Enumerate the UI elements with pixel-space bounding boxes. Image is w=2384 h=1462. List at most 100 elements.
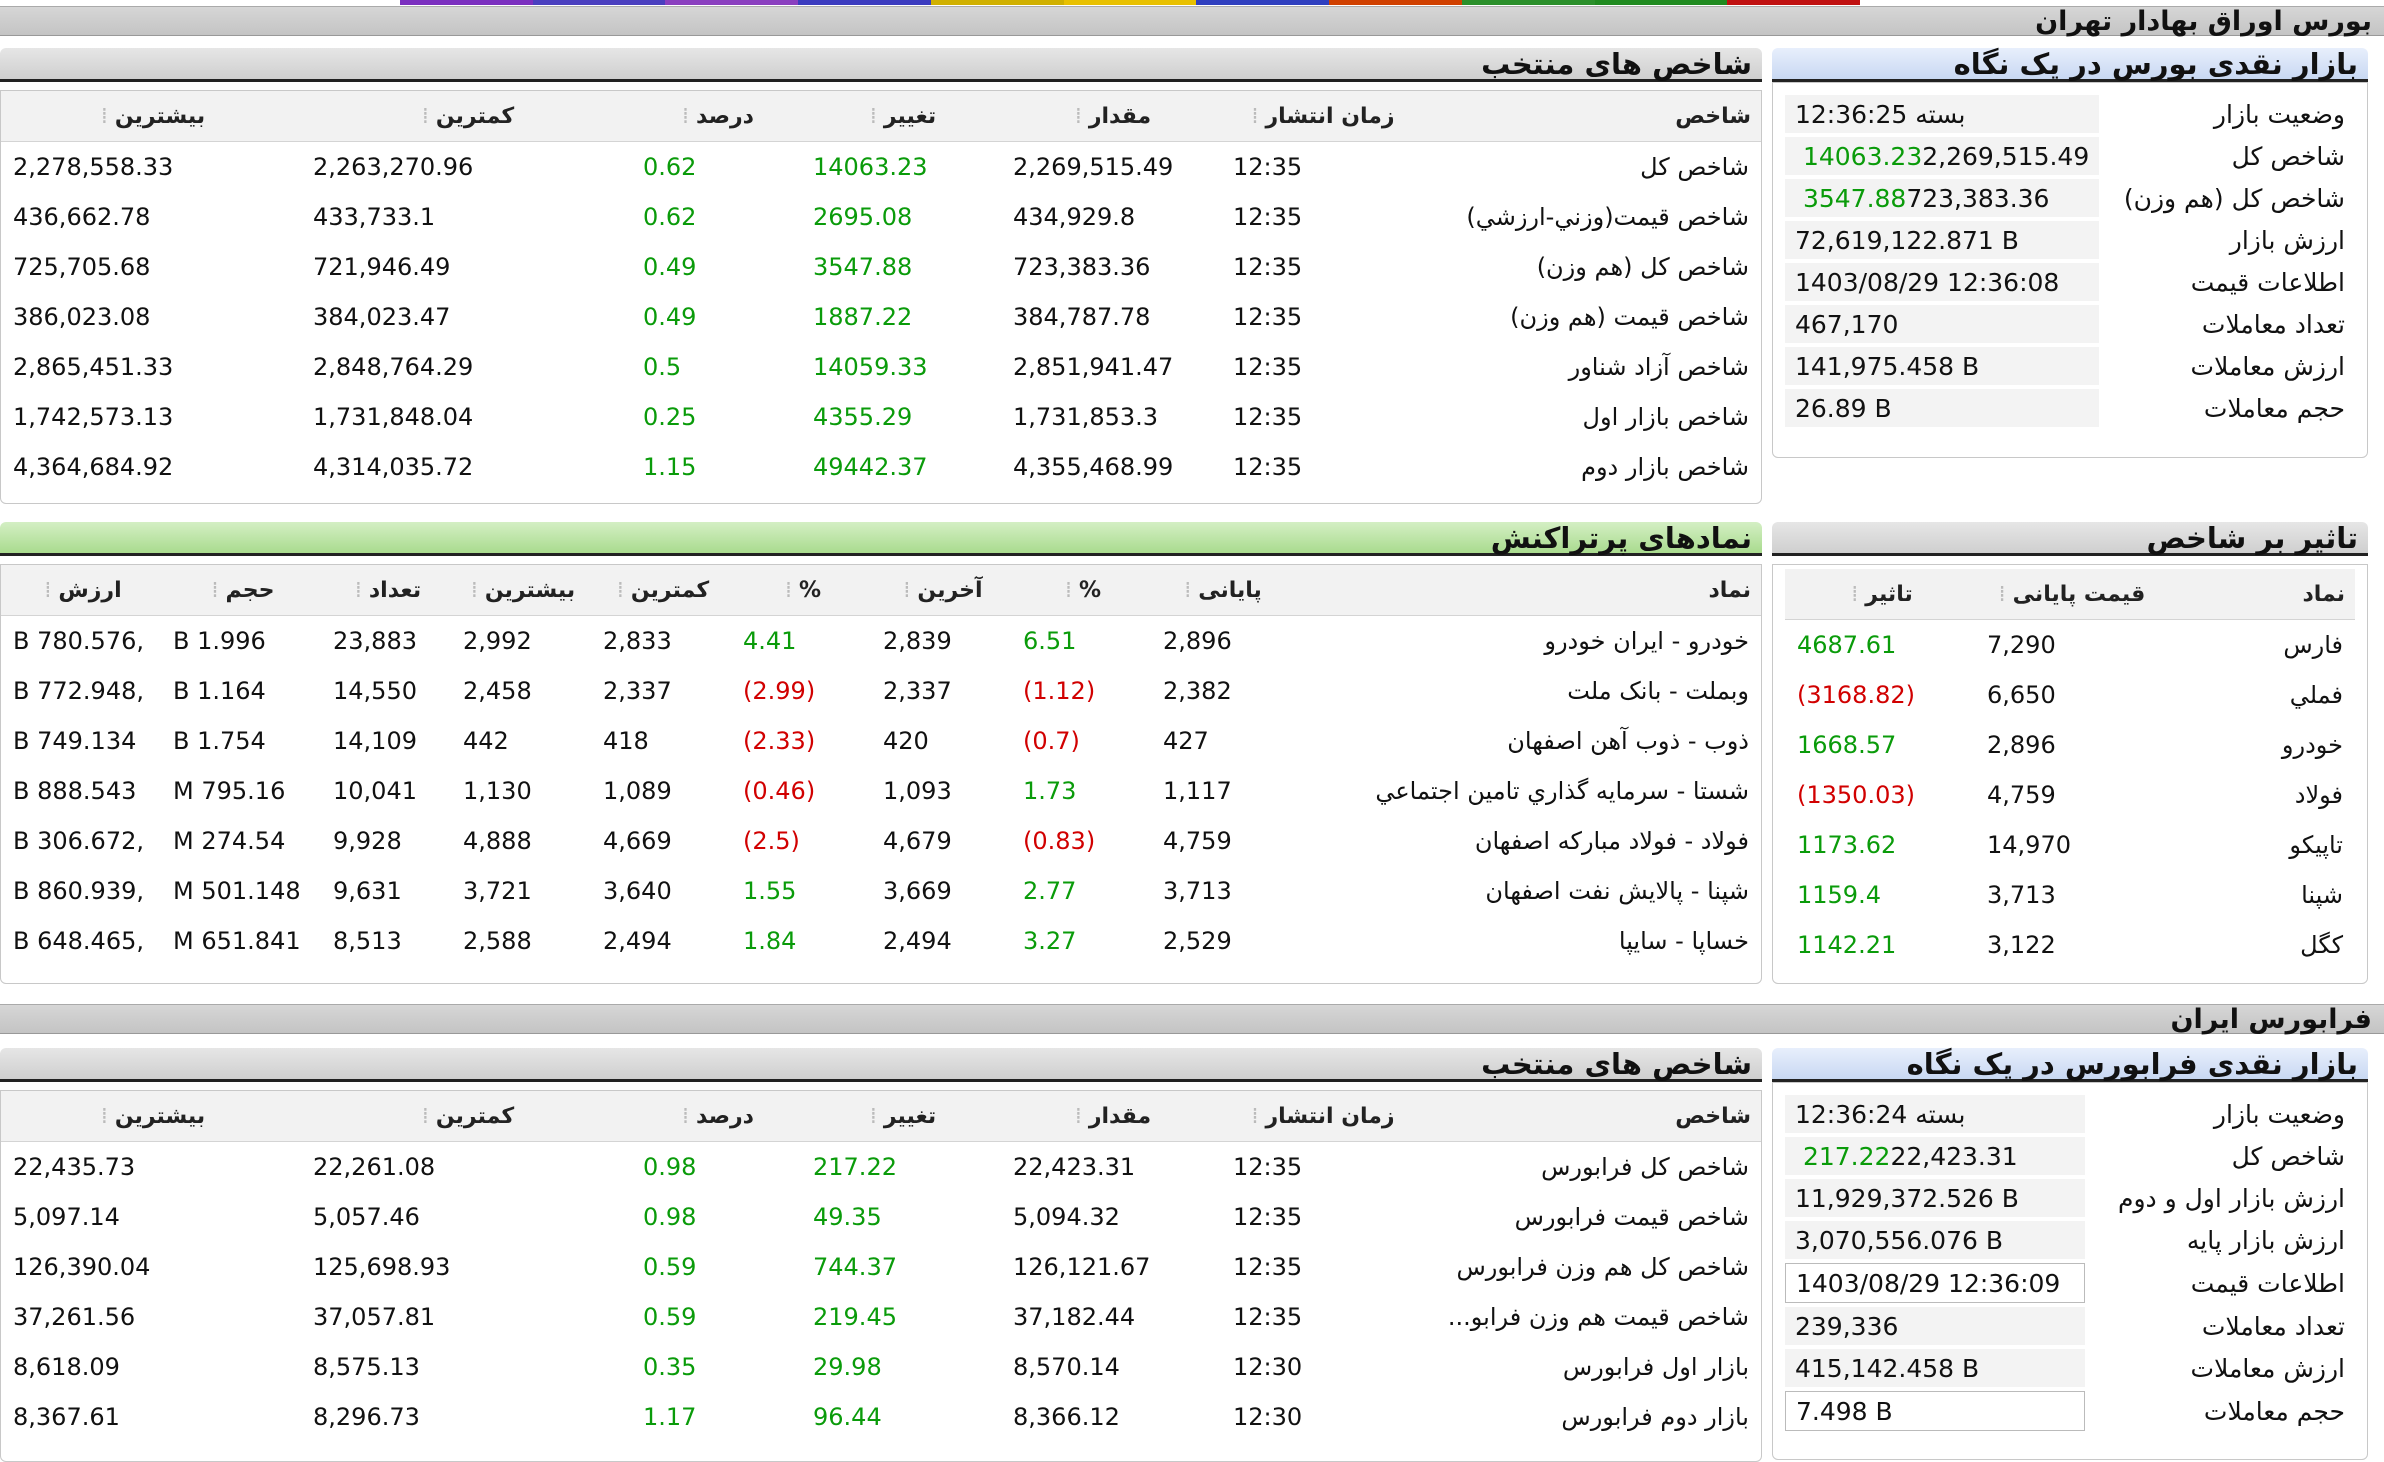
table-row[interactable]: شاخص قیمت(وزني-ارزشي) 12:35 434,929.8 2695.…: [1, 192, 1761, 242]
column-resize-handle[interactable]: ⁞: [1074, 103, 1089, 129]
row-label-link[interactable]: بازار اول فرابورس: [1562, 1353, 1749, 1381]
column-resize-handle[interactable]: ⁞: [354, 577, 369, 603]
row-label-link[interactable]: ذوب - ذوب آهن اصفهان: [1507, 727, 1749, 755]
column-header[interactable]: پایانی ⁞: [1151, 565, 1291, 616]
column-header[interactable]: مقدار ⁞: [1001, 91, 1221, 142]
row-label-link[interactable]: شپنا - پالایش نفت اصفهان: [1485, 877, 1749, 905]
column-resize-handle[interactable]: ⁞: [1074, 1103, 1089, 1129]
column-header[interactable]: تاثیر ⁞: [1785, 569, 1975, 620]
table-row[interactable]: شاخص کل (هم وزن) 12:35 723,383.36 3547.88 0.…: [1, 242, 1761, 292]
row-label-link[interactable]: شاخص بازار دوم: [1581, 453, 1749, 481]
column-resize-handle[interactable]: ⁞: [616, 577, 631, 603]
column-header[interactable]: % ⁞: [731, 565, 871, 616]
row-label-link[interactable]: خودرو - ایران خودرو: [1544, 627, 1749, 655]
column-resize-handle[interactable]: ⁞: [1064, 577, 1079, 603]
row-label-link[interactable]: شاخص آزاد شناور: [1568, 353, 1749, 381]
column-resize-handle[interactable]: ⁞: [1251, 1103, 1266, 1129]
table-row[interactable]: فارس 7,290 4687.61: [1785, 620, 2355, 671]
column-header[interactable]: تغییر ⁞: [801, 91, 1001, 142]
column-resize-handle[interactable]: ⁞: [1851, 581, 1866, 607]
table-row[interactable]: شاخص بازار اول 12:35 1,731,853.3 4355.29 0.2…: [1, 392, 1761, 442]
row-label-link[interactable]: فارس: [2283, 631, 2343, 659]
table-row[interactable]: کگل 3,122 1142.21: [1785, 920, 2355, 970]
column-resize-handle[interactable]: ⁞: [211, 577, 226, 603]
table-row[interactable]: بازار دوم فرابورس 12:30 8,366.12 96.44 1.17 8…: [1, 1392, 1761, 1442]
row-label-link[interactable]: فولاد - فولاد مبارکه اصفهان: [1474, 827, 1749, 855]
table-row[interactable]: شاخص بازار دوم 12:35 4,355,468.99 49442.37 1…: [1, 442, 1761, 492]
column-header[interactable]: کمترین ⁞: [591, 565, 731, 616]
column-header[interactable]: زمان انتشار ⁞: [1221, 91, 1421, 142]
column-header[interactable]: شاخص: [1421, 1091, 1761, 1142]
column-header[interactable]: بیشترین ⁞: [451, 565, 591, 616]
row-label-link[interactable]: کگل: [2300, 931, 2343, 959]
table-row[interactable]: خودرو - ایران خودرو 2,896 6.51 2,839 4.41 2,8…: [1, 616, 1761, 667]
table-row[interactable]: شاخص قیمت (هم وزن) 12:35 384,787.78 1887.22…: [1, 292, 1761, 342]
column-header[interactable]: تعداد ⁞: [321, 565, 451, 616]
table-row[interactable]: ذوب - ذوب آهن اصفهان 427 (0.7) 420 (2.33) 418…: [1, 716, 1761, 766]
column-header[interactable]: شاخص: [1421, 91, 1761, 142]
column-header[interactable]: قیمت پایانی ⁞: [1975, 569, 2165, 620]
column-header[interactable]: درصد ⁞: [631, 1091, 801, 1142]
table-row[interactable]: شپنا 3,713 1159.4: [1785, 870, 2355, 920]
column-resize-handle[interactable]: ⁞: [1184, 577, 1199, 603]
column-resize-handle[interactable]: ⁞: [784, 577, 799, 603]
column-header[interactable]: مقدار ⁞: [1001, 1091, 1221, 1142]
table-row[interactable]: فملي 6,650 (3168.82): [1785, 670, 2355, 720]
table-row[interactable]: خودرو 2,896 1668.57: [1785, 720, 2355, 770]
row-label-link[interactable]: شستا - سرمایه گذاري تامين اجتماعي: [1375, 777, 1749, 805]
column-resize-handle[interactable]: ⁞: [682, 103, 697, 129]
table-row[interactable]: فولاد 4,759 (1350.03): [1785, 770, 2355, 820]
table-row[interactable]: شاخص قیمت فرابورس 12:35 5,094.32 49.35 0.98 5…: [1, 1192, 1761, 1242]
table-row[interactable]: شاخص آزاد شناور 12:35 2,851,941.47 14059.33…: [1, 342, 1761, 392]
row-label-link[interactable]: فملي: [2289, 681, 2343, 709]
column-header[interactable]: درصد ⁞: [631, 91, 801, 142]
column-resize-handle[interactable]: ⁞: [682, 1103, 697, 1129]
row-label-link[interactable]: شاخص کل هم وزن فرابورس: [1456, 1253, 1749, 1281]
row-label-link[interactable]: شاخص قیمت هم وزن فرابو...: [1447, 1303, 1749, 1331]
table-row[interactable]: شاخص کل 12:35 2,269,515.49 14063.23 0.62 2,26…: [1, 142, 1761, 193]
column-resize-handle[interactable]: ⁞: [100, 103, 115, 129]
column-header[interactable]: % ⁞: [1011, 565, 1151, 616]
row-label-link[interactable]: شاخص قیمت فرابورس: [1514, 1203, 1749, 1231]
table-row[interactable]: شاخص کل هم وزن فرابورس 12:35 126,121.67 744…: [1, 1242, 1761, 1292]
row-label-link[interactable]: شپنا: [2301, 881, 2343, 909]
column-header[interactable]: بیشترین ⁞: [1, 91, 301, 142]
column-resize-handle[interactable]: ⁞: [1998, 581, 2013, 607]
column-resize-handle[interactable]: ⁞: [903, 577, 918, 603]
table-row[interactable]: شاخص کل فرابورس 12:35 22,423.31 217.22 0.98 2…: [1, 1142, 1761, 1193]
row-label-link[interactable]: شاخص قیمت (هم وزن): [1510, 303, 1749, 331]
table-row[interactable]: شاخص قیمت هم وزن فرابو... 12:35 37,182.44 2…: [1, 1292, 1761, 1342]
row-label-link[interactable]: خساپا - سایپا: [1618, 927, 1749, 955]
column-header[interactable]: نماد: [2165, 569, 2355, 620]
row-label-link[interactable]: شاخص کل (هم وزن): [1536, 253, 1749, 281]
column-header[interactable]: نماد: [1291, 565, 1761, 616]
table-row[interactable]: خساپا - سایپا 2,529 3.27 2,494 1.84 2,494 2,58…: [1, 916, 1761, 966]
row-label-link[interactable]: شاخص کل فرابورس: [1541, 1153, 1749, 1181]
table-row[interactable]: بازار اول فرابورس 12:30 8,570.14 29.98 0.35 8…: [1, 1342, 1761, 1392]
row-label-link[interactable]: وبملت - بانک ملت: [1567, 677, 1749, 705]
column-header[interactable]: بیشترین ⁞: [1, 1091, 301, 1142]
column-header[interactable]: ارزش ⁞: [1, 565, 161, 616]
column-resize-handle[interactable]: ⁞: [1251, 103, 1266, 129]
column-resize-handle[interactable]: ⁞: [421, 1103, 436, 1129]
row-label-link[interactable]: بازار دوم فرابورس: [1561, 1403, 1749, 1431]
table-row[interactable]: شپنا - پالایش نفت اصفهان 3,713 2.77 3,669 1.…: [1, 866, 1761, 916]
table-row[interactable]: وبملت - بانک ملت 2,382 (1.12) 2,337 (2.99) 2,…: [1, 666, 1761, 716]
column-header[interactable]: آخرین ⁞: [871, 565, 1011, 616]
column-resize-handle[interactable]: ⁞: [869, 103, 884, 129]
row-label-link[interactable]: شاخص بازار اول: [1582, 403, 1749, 431]
table-row[interactable]: تاپیکو 14,970 1173.62: [1785, 820, 2355, 870]
column-header[interactable]: حجم ⁞: [161, 565, 321, 616]
column-resize-handle[interactable]: ⁞: [421, 103, 436, 129]
row-label-link[interactable]: فولاد: [2294, 781, 2343, 809]
table-row[interactable]: شستا - سرمایه گذاري تامين اجتماعي 1,117 1.…: [1, 766, 1761, 816]
column-resize-handle[interactable]: ⁞: [100, 1103, 115, 1129]
column-header[interactable]: زمان انتشار ⁞: [1221, 1091, 1421, 1142]
table-row[interactable]: فولاد - فولاد مبارکه اصفهان 4,759 (0.83) 4,…: [1, 816, 1761, 866]
column-header[interactable]: تغییر ⁞: [801, 1091, 1001, 1142]
row-label-link[interactable]: شاخص کل: [1640, 153, 1749, 181]
column-header[interactable]: کمترین ⁞: [301, 91, 631, 142]
column-resize-handle[interactable]: ⁞: [44, 577, 59, 603]
row-label-link[interactable]: تاپیکو: [2289, 831, 2343, 859]
column-resize-handle[interactable]: ⁞: [869, 1103, 884, 1129]
